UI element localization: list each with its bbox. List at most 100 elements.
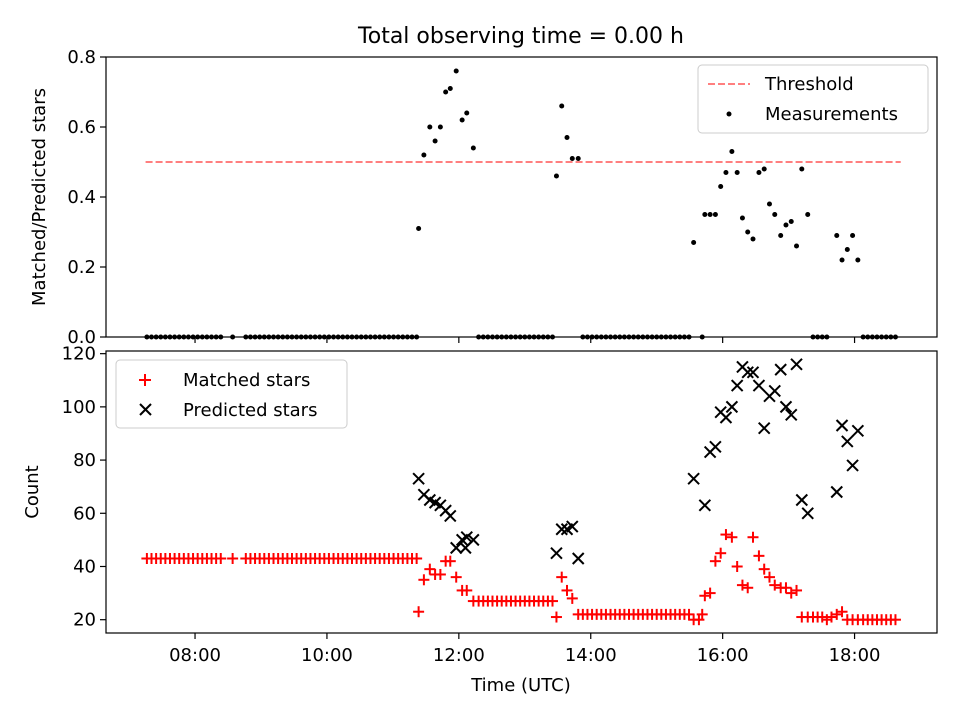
- matched-star-point: [411, 553, 423, 565]
- predicted-star-point: [459, 541, 472, 555]
- predicted-star-point: [846, 459, 859, 472]
- matched-star-point: [753, 550, 765, 562]
- matched-star-point: [736, 579, 748, 591]
- predicted-star-point: [785, 408, 798, 422]
- matched-star-point: [731, 560, 743, 572]
- measurement-point: [470, 145, 476, 151]
- count-x-tick-label: 10:00: [301, 645, 353, 666]
- matched-star-point: [825, 611, 837, 623]
- predicted-star-point: [698, 499, 712, 512]
- matched-star-point: [831, 608, 843, 620]
- ratio-marks: [144, 68, 901, 340]
- predicted-star-point: [555, 523, 568, 536]
- measurement-point: [464, 110, 470, 116]
- predicted-legend-label: Predicted stars: [183, 400, 317, 421]
- ratio-panel: 0.00.20.40.60.8 Matched/Predicted stars …: [29, 47, 938, 348]
- measurements-legend-swatch: [726, 111, 732, 117]
- matched-star-point: [546, 595, 558, 607]
- measurement-point: [559, 103, 565, 109]
- matched-star-point: [215, 553, 227, 565]
- ratio-y-tick-label: 0.8: [67, 47, 96, 68]
- measurements-legend-label: Measurements: [765, 104, 898, 125]
- count-y-tick-label: 40: [73, 556, 96, 577]
- predicted-star-point: [851, 424, 865, 438]
- count-x-tick-label: 08:00: [169, 645, 221, 666]
- measurement-point: [421, 152, 427, 158]
- matched-star-point: [763, 571, 775, 583]
- matched-star-point: [836, 606, 848, 618]
- count-x-tick-label: 16:00: [697, 645, 749, 666]
- measurement-point: [844, 247, 850, 252]
- count-y-tick-label: 120: [62, 344, 96, 365]
- count-marks: [141, 358, 901, 626]
- count-x-tick-label: 12:00: [433, 645, 485, 666]
- predicted-star-point: [730, 379, 744, 392]
- measurement-point: [569, 156, 575, 161]
- measurement-point: [761, 166, 767, 172]
- predicted-legend-swatch: [139, 403, 152, 416]
- ratio-y-tick-label: 0.0: [67, 327, 96, 348]
- threshold-legend-label: Threshold: [764, 74, 854, 95]
- matched-star-point: [715, 547, 727, 559]
- matched-star-point: [704, 587, 716, 599]
- measurement-point: [839, 257, 845, 263]
- matched-star-point: [726, 531, 738, 543]
- measurement-point: [834, 233, 840, 238]
- count-y-tick-label: 80: [73, 450, 96, 471]
- count-x-tick-label: 14:00: [565, 645, 617, 666]
- measurement-point: [750, 236, 756, 242]
- predicted-star-point: [719, 411, 733, 424]
- predicted-star-point: [752, 379, 766, 392]
- predicted-star-point: [566, 520, 579, 533]
- matched-star-point: [791, 584, 803, 596]
- measurement-point: [788, 219, 794, 224]
- measurement-point: [718, 184, 724, 189]
- predicted-star-point: [795, 493, 809, 507]
- count-panel: 20 40 60 80 100 120 08:00 10:00 12:00 14:00 16:00…: [22, 344, 938, 696]
- measurement-point: [443, 89, 449, 95]
- measurement-point: [564, 135, 570, 140]
- count-y-ticks: 20 40 60 80 100 120: [62, 344, 106, 631]
- predicted-star-point: [687, 472, 700, 485]
- predicted-star-point: [412, 472, 425, 485]
- measurement-point: [734, 170, 740, 175]
- measurement-point: [799, 166, 805, 172]
- count-legend-box: [115, 359, 348, 429]
- predicted-star-point: [572, 552, 585, 565]
- measurement-point: [575, 156, 581, 161]
- matched-star-point: [450, 571, 462, 583]
- matched-star-point: [889, 614, 901, 626]
- matched-legend-label: Matched stars: [183, 370, 310, 391]
- measurement-point: [707, 212, 713, 217]
- matched-star-point: [696, 608, 708, 620]
- predicted-star-point: [835, 419, 849, 432]
- matched-star-point: [561, 584, 573, 596]
- matched-star-point: [424, 563, 436, 575]
- predicted-star-point: [774, 363, 787, 376]
- ratio-legend-box: [697, 64, 929, 134]
- predicted-star-point: [830, 485, 843, 499]
- ratio-y-tick-label: 0.6: [67, 117, 96, 138]
- predicted-star-point: [779, 400, 793, 414]
- count-x-tick-label: 18:00: [829, 645, 881, 666]
- count-y-tick-label: 60: [73, 503, 96, 524]
- matched-star-point: [418, 574, 430, 586]
- predicted-star-point: [709, 440, 722, 453]
- matched-star-point: [769, 579, 781, 591]
- predicted-star-point: [801, 507, 814, 520]
- matched-star-point: [434, 568, 446, 580]
- measurement-point: [745, 229, 751, 235]
- matched-star-point: [785, 587, 797, 599]
- x-axis-label: Time (UTC): [470, 675, 571, 696]
- measurement-point: [756, 170, 762, 175]
- measurement-point: [772, 212, 778, 217]
- ratio-legend: Threshold Measurements: [697, 64, 929, 134]
- measurement-point: [766, 201, 772, 207]
- matched-star-point: [556, 571, 568, 583]
- matched-star-point: [461, 584, 473, 596]
- matched-star-point: [227, 553, 239, 565]
- matched-legend-swatch: [139, 374, 151, 386]
- count-y-axis-label: Count: [22, 465, 43, 518]
- figure-title: Total observing time = 0.00 h: [357, 24, 684, 49]
- measurement-point: [723, 170, 729, 175]
